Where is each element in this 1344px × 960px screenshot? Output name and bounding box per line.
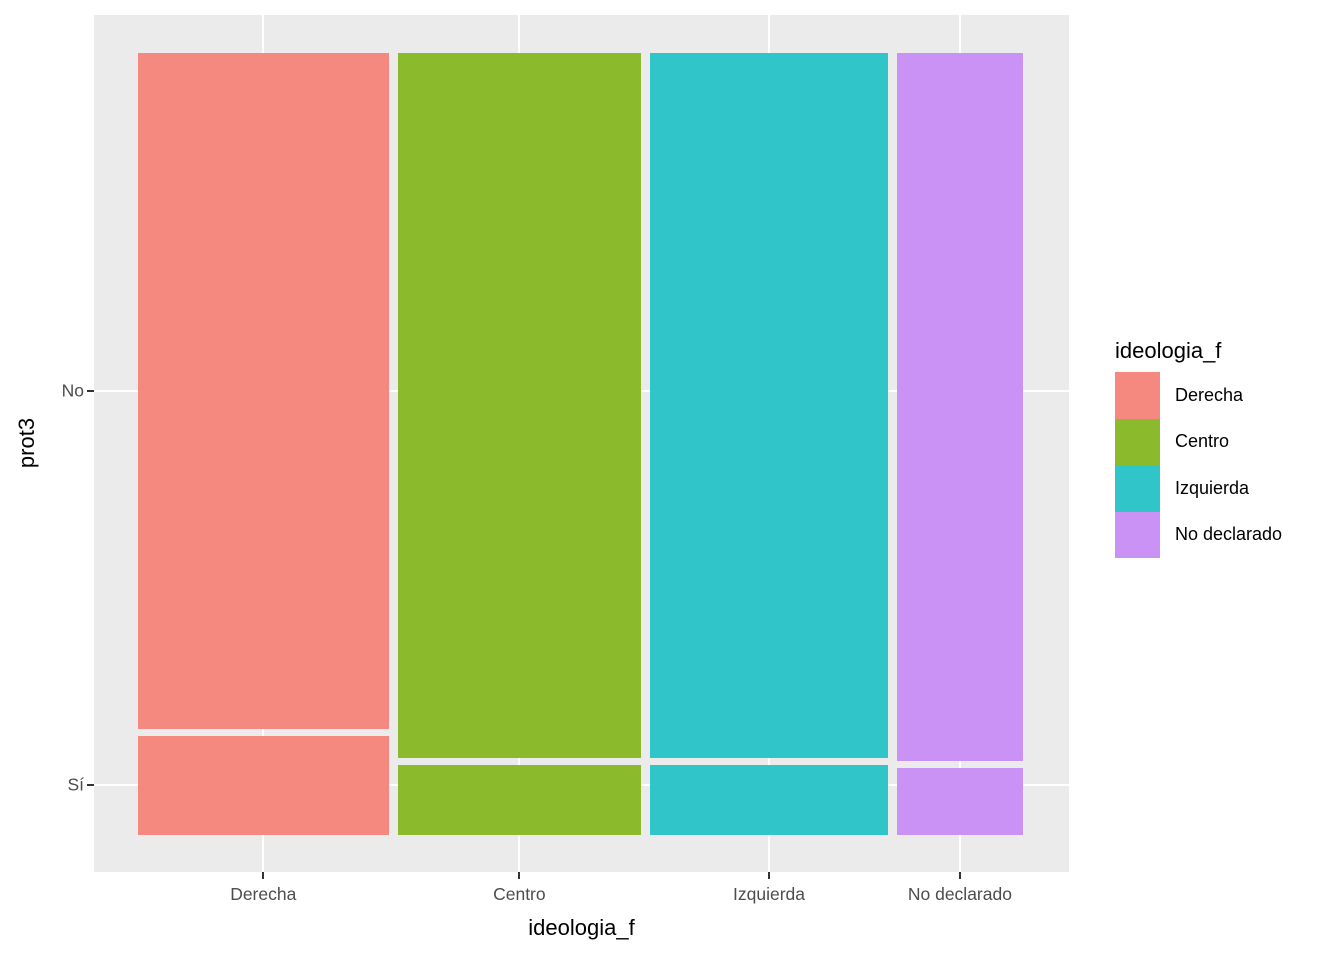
y-tick-label-sí: Sí	[67, 774, 84, 795]
mosaic-segment-izquierda-no	[650, 53, 888, 759]
mosaic-segment-no-declarado-si	[896, 767, 1023, 835]
x-tick-label-no-declarado: No declarado	[907, 884, 1012, 904]
legend-swatch-centro-icon	[1115, 418, 1160, 465]
x-tick-izquierda	[768, 872, 771, 879]
legend-item-derecha: Derecha	[1115, 372, 1282, 419]
mosaic-segment-derecha-no	[138, 53, 389, 729]
legend-swatch-izquierda-icon	[1115, 465, 1160, 512]
x-tick-centro	[518, 872, 521, 879]
legend-swatch-no-declarado-icon	[1115, 511, 1160, 558]
mosaic-segment-centro-no	[397, 53, 642, 759]
legend-label-no-declarado: No declarado	[1175, 524, 1283, 545]
mosaic-segment-derecha-si	[138, 735, 389, 835]
legend-item-no-declarado: No declarado	[1115, 511, 1283, 558]
x-tick-label-derecha: Derecha	[230, 884, 297, 904]
y-tick-label-no: No	[61, 380, 84, 401]
legend-swatch-derecha-icon	[1115, 372, 1160, 419]
legend-label-centro: Centro	[1175, 431, 1230, 452]
plot-panel	[94, 15, 1069, 872]
legend: ideologia_f Derecha Centro Izquierda No dec…	[1115, 338, 1282, 558]
legend-item-izquierda: Izquierda	[1115, 465, 1282, 512]
mosaic-segment-centro-si	[397, 765, 642, 835]
legend-label-izquierda: Izquierda	[1175, 477, 1250, 498]
x-tick-label-centro: Centro	[493, 884, 546, 904]
legend-items: Derecha Centro Izquierda No declarado	[1115, 372, 1282, 558]
x-tick-label-izquierda: Izquierda	[733, 884, 806, 904]
legend-title: ideologia_f	[1115, 338, 1222, 363]
legend-label-derecha: Derecha	[1175, 384, 1244, 405]
x-tick-no-declarado	[958, 872, 961, 879]
x-axis-title: ideologia_f	[528, 915, 635, 940]
y-axis-title: prot3	[14, 417, 39, 469]
mosaic-segment-izquierda-si	[650, 765, 888, 835]
legend-item-centro: Centro	[1115, 418, 1282, 465]
y-tick-sí	[87, 784, 94, 787]
x-tick-derecha	[262, 872, 265, 879]
y-tick-no	[87, 389, 94, 392]
mosaic-segment-no-declarado-no	[896, 53, 1023, 761]
